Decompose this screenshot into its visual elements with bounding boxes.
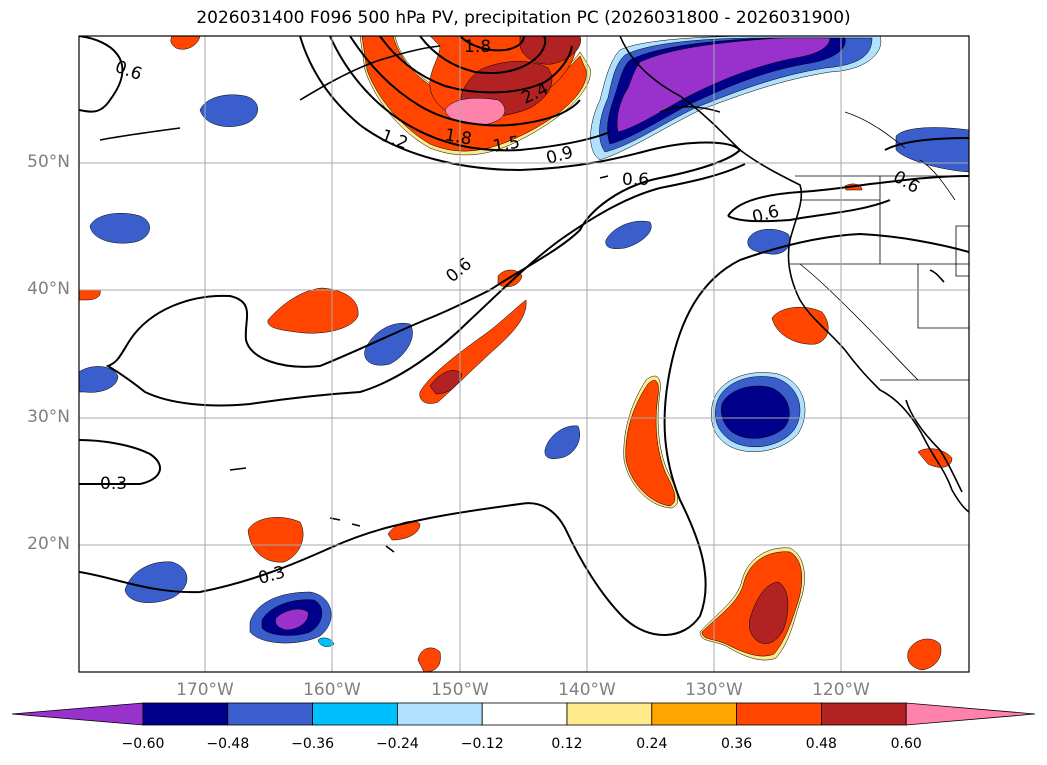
colorbar-segment bbox=[566, 702, 653, 726]
colorbar-tick-label: 0.12 bbox=[551, 736, 583, 752]
contour-label: 0.6 bbox=[622, 170, 649, 190]
colorbar-segment bbox=[227, 702, 314, 726]
contour-label: 1.8 bbox=[464, 37, 491, 57]
colorbar-segment bbox=[651, 702, 737, 726]
colorbar-tick-label: −0.48 bbox=[206, 736, 250, 752]
lon-label: 150°W bbox=[431, 680, 489, 700]
lon-label: 170°W bbox=[176, 680, 234, 700]
colorbar-segment bbox=[396, 702, 483, 726]
colorbar-tick-label: −0.12 bbox=[460, 736, 504, 752]
colorbar-extend-low bbox=[11, 702, 144, 726]
map-area: 0.6 1.8 2.4 1.2 1.8 1.5 0.9 0.6 0.6 0.6 … bbox=[79, 36, 969, 672]
colorbar bbox=[11, 702, 1036, 726]
negative-anomaly-shading bbox=[79, 36, 969, 647]
lon-label: 140°W bbox=[558, 680, 616, 700]
map-frame bbox=[78, 35, 970, 673]
contour-label: 0.3 bbox=[100, 474, 127, 494]
contour-label: 1.5 bbox=[491, 133, 521, 157]
colorbar-tick-label: 0.36 bbox=[721, 736, 753, 752]
lon-label: 120°W bbox=[812, 680, 870, 700]
colorbar-segment bbox=[481, 702, 568, 726]
colorbar-tick-label: −0.36 bbox=[291, 736, 335, 752]
lat-label: 30°N bbox=[27, 407, 70, 427]
colorbar-segment bbox=[312, 702, 398, 726]
colorbar-segment bbox=[821, 702, 907, 726]
colorbar-tick-label: 0.48 bbox=[805, 736, 837, 752]
colorbar-segment bbox=[142, 702, 229, 726]
political-borders bbox=[790, 111, 969, 381]
coastlines bbox=[99, 36, 969, 553]
colorbar-tick-label: −0.60 bbox=[121, 736, 165, 752]
lon-label: 130°W bbox=[685, 680, 743, 700]
colorbar-tick-label: 0.60 bbox=[890, 736, 922, 752]
contour-label: 1.8 bbox=[443, 125, 473, 149]
lat-label: 20°N bbox=[27, 534, 70, 554]
positive-anomaly-shading bbox=[79, 36, 953, 672]
colorbar-tick-label: 0.24 bbox=[636, 736, 668, 752]
lat-label: 40°N bbox=[27, 279, 70, 299]
map-title: 2026031400 F096 500 hPa PV, precipitatio… bbox=[196, 8, 851, 28]
pv-contours bbox=[79, 36, 969, 636]
colorbar-tick-label: −0.24 bbox=[375, 736, 419, 752]
colorbar-extend-high bbox=[905, 702, 1036, 726]
colorbar-segment bbox=[736, 702, 822, 726]
lon-label: 160°W bbox=[303, 680, 361, 700]
gridlines bbox=[79, 36, 969, 672]
lat-label: 50°N bbox=[27, 152, 70, 172]
